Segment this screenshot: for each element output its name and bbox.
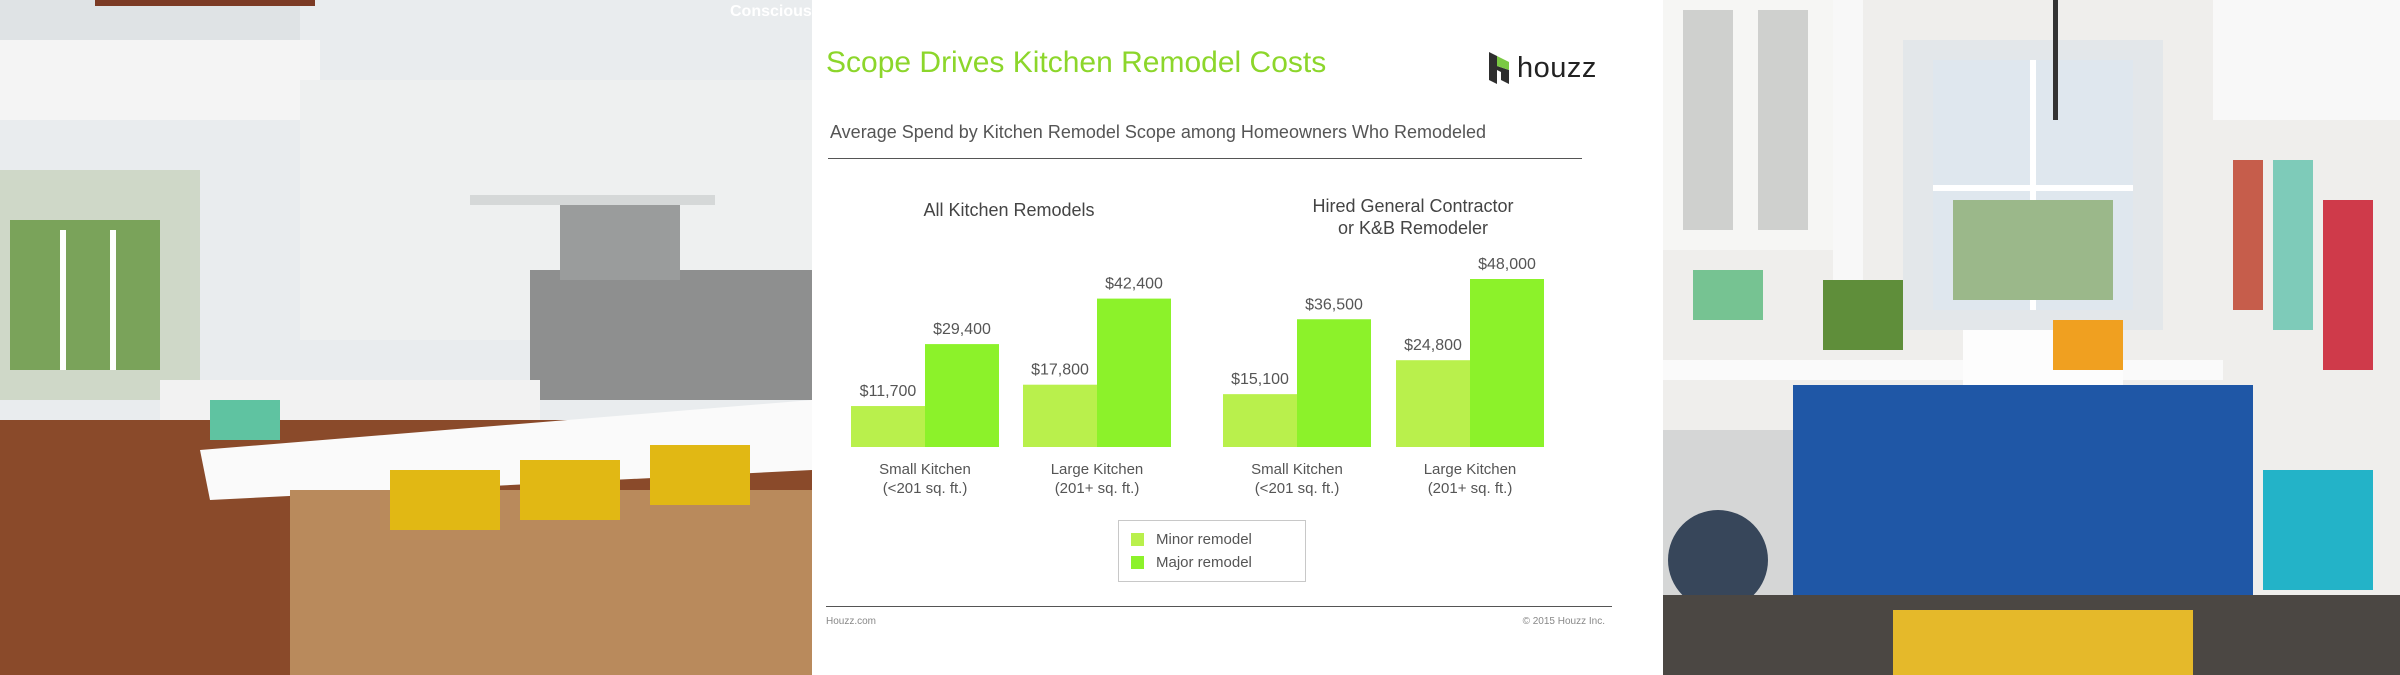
- chart-legend: Minor remodel Major remodel: [1118, 520, 1306, 582]
- chart-title: Scope Drives Kitchen Remodel Costs: [826, 46, 1327, 79]
- right-kitchen-photo: [1663, 0, 2400, 675]
- watermark-text: Conscious: [730, 3, 812, 20]
- chart-subtitle: Average Spend by Kitchen Remodel Scope a…: [830, 122, 1487, 142]
- legend-swatch-minor: [1131, 533, 1144, 546]
- left-kitchen-photo: Conscious: [0, 0, 812, 675]
- subtitle-divider: [828, 158, 1582, 159]
- bar-value-label: $29,400: [933, 321, 991, 338]
- bar-value-label: $24,800: [1404, 337, 1462, 354]
- footer-copyright: © 2015 Houzz Inc.: [1522, 616, 1605, 627]
- bar-minor: [1223, 394, 1297, 447]
- bar-value-label: $15,100: [1231, 371, 1289, 388]
- footer-source: Houzz.com: [826, 616, 877, 627]
- bar-minor: [851, 406, 925, 447]
- bar-major: [1470, 279, 1544, 447]
- houzz-logo-text: houzz: [1517, 51, 1597, 84]
- legend-label-major: Major remodel: [1156, 554, 1252, 571]
- bar-value-label: $11,700: [860, 383, 917, 400]
- category-label: Small Kitchen (<201 sq. ft.): [879, 461, 971, 497]
- bar-minor: [1396, 360, 1470, 447]
- legend-item-major: Major remodel: [1131, 554, 1252, 571]
- bar-value-label: $42,400: [1105, 276, 1163, 293]
- bar-value-label: $17,800: [1031, 362, 1089, 379]
- houzz-logo-icon: [1489, 52, 1509, 84]
- bar-major: [925, 344, 999, 447]
- bar-value-label: $48,000: [1478, 256, 1536, 273]
- category-label: Large Kitchen (201+ sq. ft.): [1051, 461, 1144, 497]
- legend-item-minor: Minor remodel: [1131, 531, 1252, 548]
- bar-minor: [1023, 384, 1097, 447]
- category-label: Small Kitchen (<201 sq. ft.): [1251, 461, 1343, 497]
- bar-value-label: $36,500: [1305, 296, 1363, 313]
- panel-title: Hired General Contractor or K&B Remodeler: [1312, 196, 1513, 238]
- legend-swatch-major: [1131, 556, 1144, 569]
- footer-divider: [826, 606, 1612, 607]
- bar-major: [1097, 298, 1171, 447]
- legend-label-minor: Minor remodel: [1156, 531, 1252, 548]
- houzz-logo[interactable]: houzz: [1487, 50, 1597, 86]
- panel-title: All Kitchen Remodels: [923, 200, 1094, 220]
- category-label: Large Kitchen (201+ sq. ft.): [1424, 461, 1517, 497]
- chart-card: Scope Drives Kitchen Remodel Costs houzz…: [812, 0, 1663, 675]
- bar-charts: All Kitchen Remodels $11,700 $29,400 Small …: [851, 196, 1544, 497]
- bar-major: [1297, 319, 1371, 447]
